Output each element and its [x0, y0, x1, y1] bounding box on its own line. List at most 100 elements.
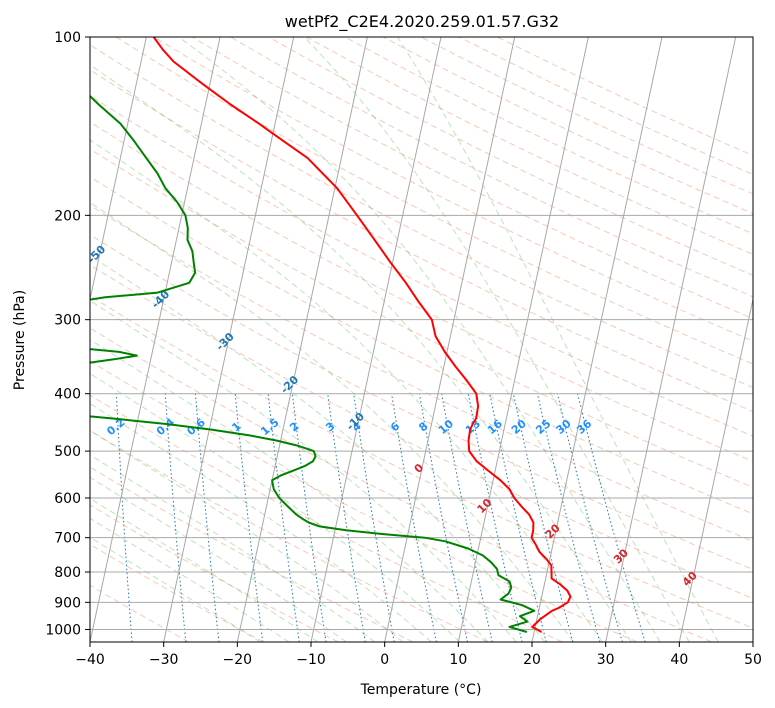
- mixing-ratio-line: [391, 393, 437, 642]
- x-tick-label: −10: [296, 652, 326, 668]
- mixing-ratio-label: 36: [574, 417, 594, 437]
- dry-adiabat-line: [90, 204, 753, 542]
- moist-adiabat-line: [90, 402, 432, 642]
- isotherm-line: [384, 37, 516, 642]
- isotherm-line: [0, 37, 73, 642]
- mixing-ratio-label: 30: [554, 417, 574, 437]
- mixing-ratio-label: 0.4: [154, 416, 178, 439]
- mixing-ratio-label: 6: [388, 419, 402, 434]
- moist-adiabat-line: [90, 300, 517, 642]
- dry-adiabat-line: [90, 176, 753, 515]
- dry-adiabat-line: [90, 95, 753, 437]
- isotherm-line: [310, 37, 442, 642]
- mixing-ratio-line: [441, 393, 493, 642]
- y-tick-label: 300: [54, 313, 81, 329]
- mixing-ratio-label: 3: [323, 420, 337, 435]
- temperature-profile-line: [152, 37, 572, 633]
- mixing-ratio-line: [353, 393, 395, 642]
- isotherm-line: [678, 296, 753, 642]
- dry-adiabat-label: -20: [278, 373, 301, 396]
- x-tick-label: −20: [223, 652, 253, 668]
- x-axis-label: Temperature (°C): [360, 682, 482, 698]
- isotherm-line: [605, 37, 737, 642]
- mixing-ratio-line: [115, 393, 133, 642]
- mixing-ratio-line: [577, 393, 646, 642]
- dry-adiabat-line: [90, 504, 339, 642]
- plot-frame: [89, 36, 754, 643]
- mixing-ratio-line: [164, 393, 187, 642]
- mixing-ratio-line: [327, 393, 366, 642]
- y-axis: 100 200 300 400 500 600 700 800 900 1000: [45, 30, 90, 638]
- isotherms: [0, 37, 753, 642]
- chart-title: wetPf2_C2E4.2020.259.01.57.G32: [285, 12, 559, 32]
- moist-adiabat-line: [90, 497, 319, 642]
- x-tick-label: 0: [380, 652, 389, 668]
- dry-adiabat-line: [90, 584, 190, 642]
- moist-adiabat-line: [90, 454, 376, 642]
- moist-adiabat-line: [90, 254, 546, 642]
- y-axis-label: Pressure (hPa): [12, 290, 28, 390]
- dry-adiabat-line: [306, 37, 753, 255]
- y-tick-label: 400: [54, 387, 81, 403]
- x-tick-label: −40: [75, 652, 105, 668]
- isotherm-line: [236, 37, 368, 642]
- x-tick-label: 20: [523, 652, 541, 668]
- x-tick-label: 50: [744, 652, 762, 668]
- dry-adiabat-line: [90, 148, 753, 488]
- dry-adiabat-line: [90, 429, 488, 642]
- mixing-ratio-label: 25: [533, 417, 553, 437]
- isotherm-line: [163, 37, 295, 642]
- mixing-ratio-line: [418, 393, 468, 642]
- y-tick-label: 900: [54, 595, 81, 611]
- mixing-ratio-line: [194, 393, 220, 642]
- mixing-ratio-line: [536, 393, 601, 642]
- x-tick-label: 10: [449, 652, 467, 668]
- mixing-ratio-label: 16: [485, 417, 505, 437]
- dry-adiabat-line: [90, 466, 414, 642]
- moist-adiabat-label: 30: [611, 546, 631, 566]
- mixing-ratio-label: 0.1: [58, 416, 81, 438]
- y-tick-label: 500: [54, 444, 81, 460]
- isotherm-line: [752, 639, 753, 642]
- isotherm-line: [90, 37, 221, 642]
- isotherm-line: [90, 37, 147, 302]
- mixing-ratio-label: 20: [509, 417, 529, 437]
- dry-adiabat-line: [90, 295, 753, 629]
- mixing-ratio-line: [291, 393, 327, 642]
- y-tick-label: 600: [54, 491, 81, 507]
- sounding-profiles: [90, 37, 572, 633]
- x-tick-label: −30: [149, 652, 179, 668]
- mixing-ratio-line: [234, 393, 264, 642]
- moist-adiabat-line: [90, 64, 632, 642]
- moist-adiabat-line: [90, 476, 347, 642]
- isotherm-line: [531, 37, 663, 642]
- plot-area: 0.10.20.40.611.52346810131620253036-100-…: [0, 37, 753, 642]
- mixing-ratio-line: [467, 393, 523, 642]
- mixing-ratio-line: [489, 393, 547, 642]
- x-tick-label: 40: [670, 652, 688, 668]
- dry-adiabat-label: -50: [85, 242, 108, 265]
- moist-adiabat-line: [90, 139, 603, 642]
- mixing-ratio-label: 8: [416, 420, 430, 435]
- dry-adiabat-line: [90, 69, 753, 413]
- y-tick-label: 800: [54, 565, 81, 581]
- dry-adiabats: [90, 37, 753, 642]
- mixing-ratio-line: [267, 393, 300, 642]
- x-axis: −40 −30 −20 −10 0 10 20 30 40 50: [75, 642, 762, 668]
- mixing-ratio-line: [512, 393, 574, 642]
- adiabat-labels: 0.10.20.40.611.52346810131620253036-100-…: [58, 242, 700, 589]
- isotherm-line: [457, 37, 589, 642]
- y-tick-label: 200: [54, 208, 81, 224]
- dry-adiabat-line: [90, 394, 563, 642]
- y-tick-label: 100: [54, 30, 81, 46]
- moist-adiabat-line: [90, 517, 290, 642]
- dry-adiabat-line: [153, 37, 753, 342]
- moist-adiabat-line: [90, 201, 574, 642]
- mixing-ratio-label: 2: [287, 420, 301, 435]
- dry-adiabat-line: [90, 121, 753, 462]
- dry-adiabat-line: [90, 234, 753, 571]
- y-tick-label: 1000: [45, 622, 81, 638]
- mixing-ratio-label: 13: [463, 417, 483, 437]
- dry-adiabat-line: [90, 264, 753, 600]
